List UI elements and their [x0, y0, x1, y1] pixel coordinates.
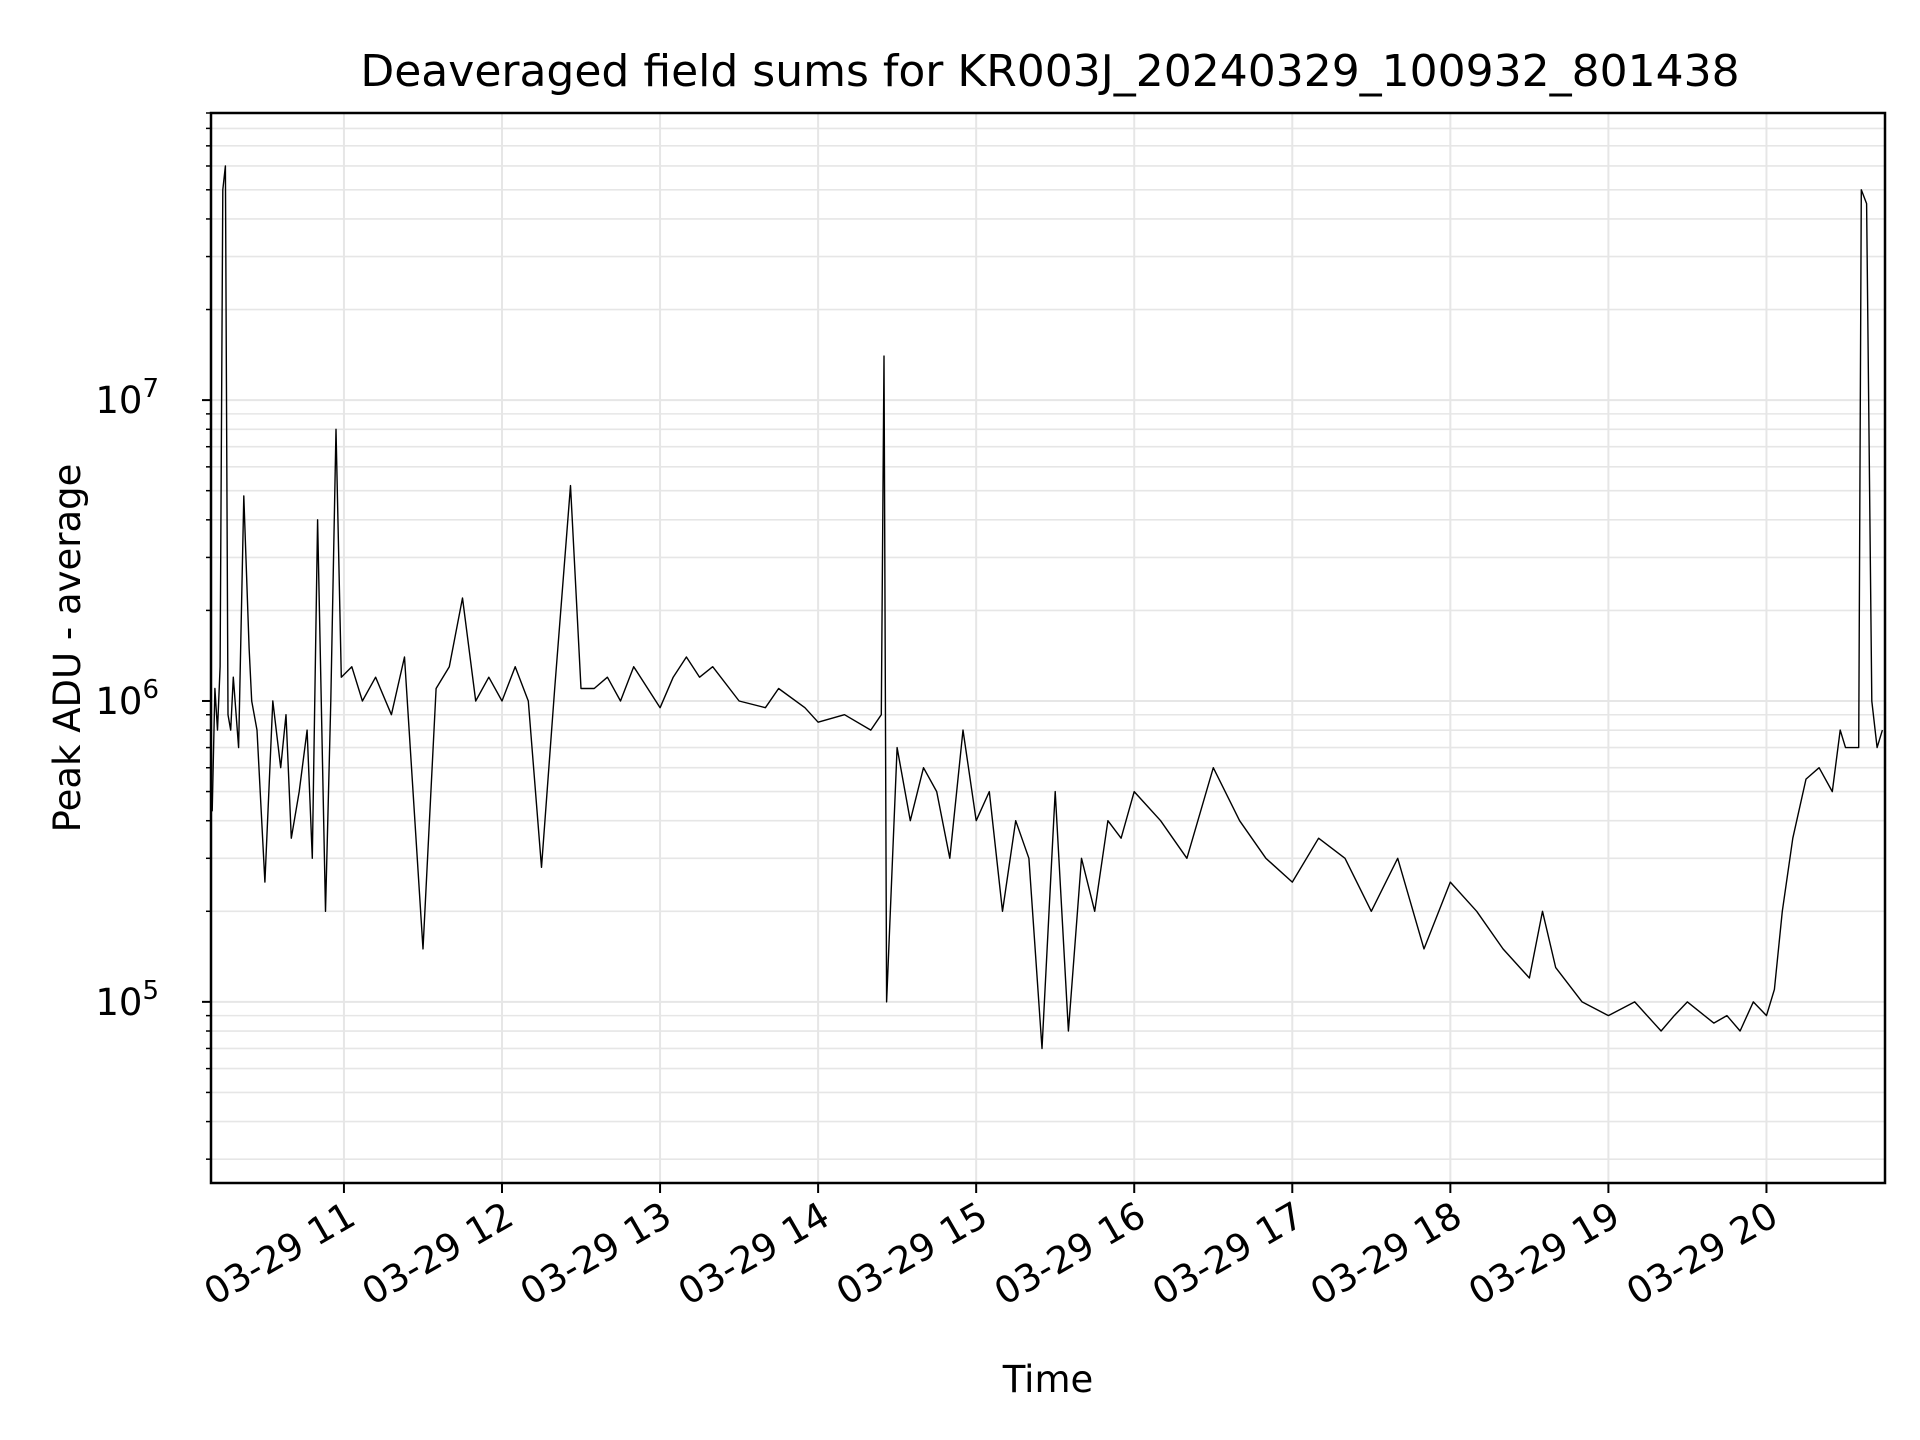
y-tick-label: 106: [95, 675, 159, 723]
x-axis-label: Time: [1002, 1358, 1094, 1401]
y-axis: 105 106 107: [95, 112, 211, 1160]
x-tick-label: 03-29 13: [513, 1194, 679, 1314]
x-tick-label: 03-29 11: [197, 1194, 363, 1314]
y-tick-label: 107: [95, 374, 159, 422]
series-line: [211, 165, 1884, 1050]
x-tick-label: 03-29 17: [1145, 1194, 1311, 1314]
x-tick-label: 03-29 12: [355, 1194, 521, 1314]
series: [211, 165, 1884, 1050]
x-tick-label: 03-29 19: [1461, 1194, 1627, 1314]
x-tick-label: 03-29 18: [1303, 1194, 1469, 1314]
plot-frame: [209, 111, 1887, 1185]
chart-title: Deaveraged field sums for KR003J_2024032…: [360, 46, 1739, 97]
x-tick-label: 03-29 14: [671, 1194, 837, 1314]
y-tick-label: 105: [95, 976, 159, 1024]
y-axis-label: Peak ADU - average: [46, 464, 89, 833]
grid: [211, 112, 1885, 1183]
x-tick-label: 03-29 15: [829, 1194, 995, 1314]
x-tick-label: 03-29 20: [1619, 1194, 1785, 1314]
x-tick-label: 03-29 16: [987, 1194, 1153, 1314]
